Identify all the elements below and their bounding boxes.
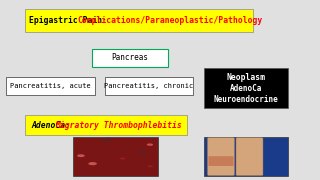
- FancyBboxPatch shape: [73, 137, 158, 176]
- FancyBboxPatch shape: [6, 77, 95, 95]
- Ellipse shape: [147, 143, 153, 146]
- Text: Migratory Thrombophlebitis: Migratory Thrombophlebitis: [55, 121, 182, 130]
- Ellipse shape: [77, 154, 85, 157]
- Text: Neuroendocrine: Neuroendocrine: [214, 95, 279, 104]
- Text: AdenoCa: AdenoCa: [230, 84, 262, 93]
- Ellipse shape: [103, 138, 111, 141]
- Text: Pancreatitis, chronic: Pancreatitis, chronic: [104, 83, 194, 89]
- FancyBboxPatch shape: [25, 9, 253, 32]
- FancyBboxPatch shape: [25, 115, 187, 135]
- FancyBboxPatch shape: [208, 156, 234, 166]
- FancyBboxPatch shape: [92, 49, 168, 67]
- Text: AdenoCa:: AdenoCa:: [32, 121, 76, 130]
- FancyBboxPatch shape: [236, 138, 263, 176]
- Ellipse shape: [148, 165, 153, 167]
- FancyBboxPatch shape: [204, 137, 288, 176]
- Text: Pancreatitis, acute: Pancreatitis, acute: [10, 83, 91, 89]
- FancyBboxPatch shape: [204, 68, 288, 108]
- Ellipse shape: [88, 162, 97, 165]
- FancyBboxPatch shape: [208, 138, 235, 176]
- Text: Pancreas: Pancreas: [111, 53, 148, 62]
- FancyBboxPatch shape: [105, 77, 193, 95]
- Ellipse shape: [137, 151, 147, 155]
- Text: Epigastric Pain:: Epigastric Pain:: [28, 16, 111, 25]
- Ellipse shape: [101, 138, 111, 142]
- Text: Neoplasm: Neoplasm: [227, 73, 266, 82]
- Ellipse shape: [120, 158, 125, 160]
- Text: Complications/Paraneoplastic/Pathology: Complications/Paraneoplastic/Pathology: [78, 16, 263, 25]
